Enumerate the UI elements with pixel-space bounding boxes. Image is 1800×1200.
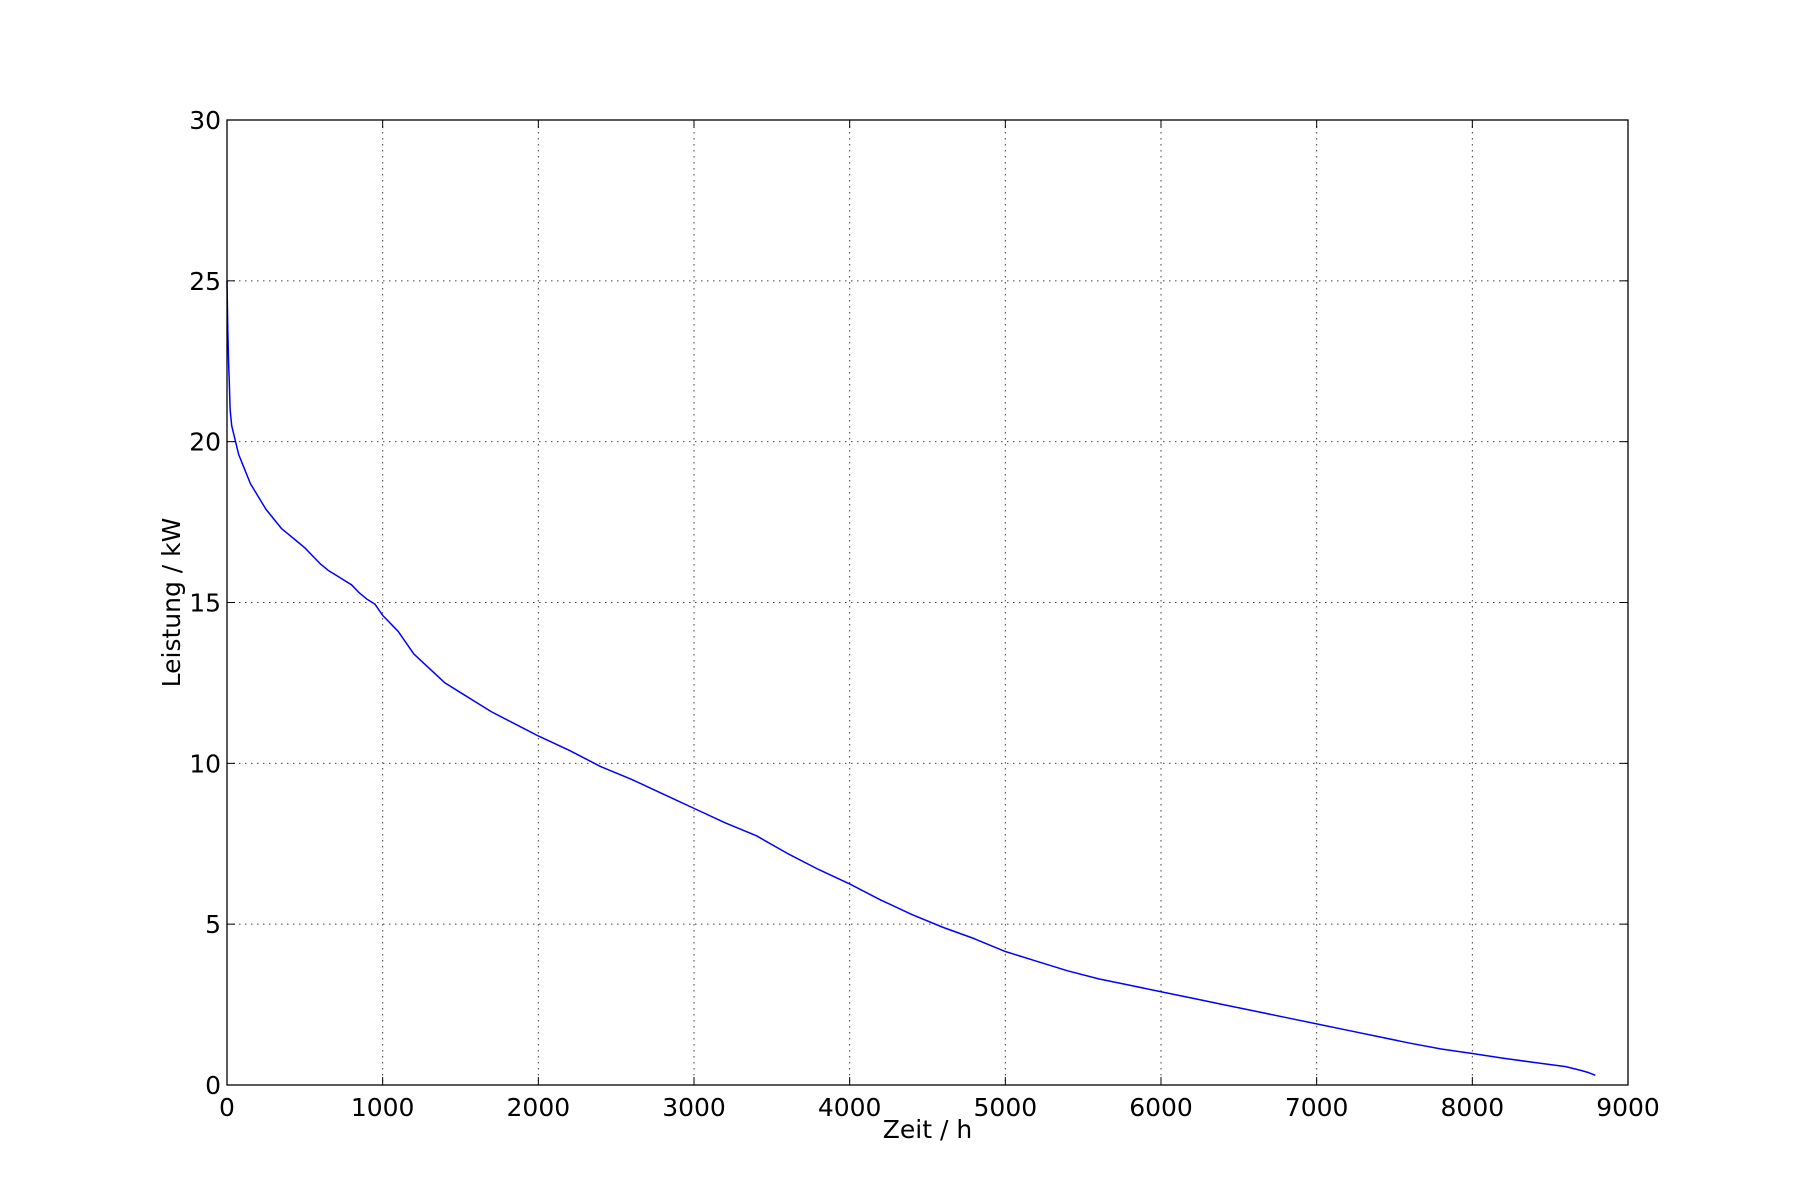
y-tick-label: 10 — [189, 749, 221, 778]
grid — [227, 120, 1628, 1085]
x-tick-label: 0 — [219, 1093, 235, 1122]
x-tick-label: 2000 — [507, 1093, 571, 1122]
y-tick-label: 0 — [205, 1071, 221, 1100]
x-tick-label: 6000 — [1129, 1093, 1193, 1122]
y-tick-label: 15 — [189, 589, 221, 618]
y-tick-label: 20 — [189, 428, 221, 457]
tick-labels: 0 1000 2000 3000 4000 5000 6000 7000 8000 9000 0 5 1… — [189, 106, 1660, 1122]
x-tick-label: 8000 — [1441, 1093, 1505, 1122]
x-tick-label: 1000 — [351, 1093, 415, 1122]
x-tick-label: 3000 — [662, 1093, 726, 1122]
x-tick-label: 7000 — [1285, 1093, 1349, 1122]
x-axis-label: Zeit / h — [883, 1115, 972, 1144]
y-tick-label: 30 — [189, 106, 221, 135]
y-tick-label: 5 — [205, 910, 221, 939]
y-tick-label: 25 — [189, 267, 221, 296]
x-tick-label: 9000 — [1596, 1093, 1660, 1122]
y-axis-label: Leistung / kW — [157, 518, 186, 688]
series-line — [226, 280, 1596, 1077]
series-layer — [226, 280, 1596, 1077]
x-tick-label: 4000 — [818, 1093, 882, 1122]
x-tick-label: 5000 — [974, 1093, 1038, 1122]
ticks — [226, 119, 1629, 1086]
